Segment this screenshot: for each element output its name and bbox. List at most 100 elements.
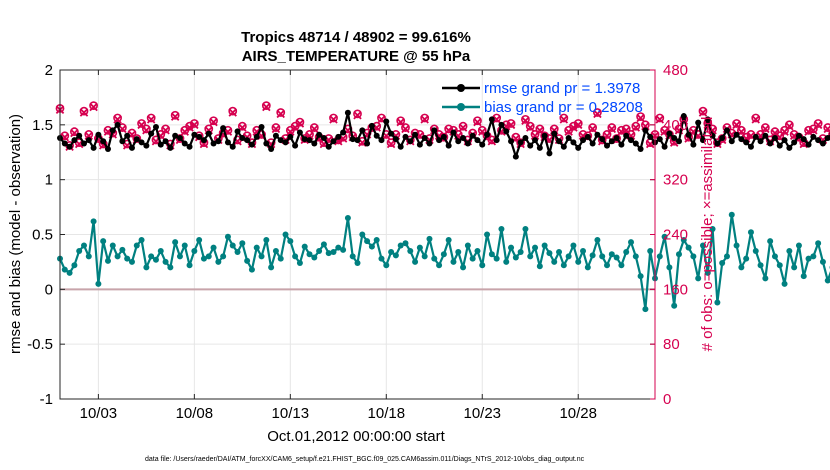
obs-possible-point — [631, 121, 641, 131]
bias-point — [234, 249, 241, 256]
bias-point — [699, 242, 706, 249]
rmse-point — [66, 143, 73, 150]
obs-possible-point — [420, 113, 430, 123]
rmse-point — [556, 138, 563, 145]
obs-possible-point — [559, 113, 569, 123]
rmse-point — [71, 137, 78, 144]
bias-point — [167, 264, 174, 271]
bias-point — [570, 242, 577, 249]
bias-point — [546, 250, 553, 257]
obs-assimilated-point — [569, 123, 578, 132]
rmse-point — [412, 131, 419, 138]
bias-point — [224, 233, 231, 240]
rmse-point — [133, 136, 140, 143]
bias-point — [690, 253, 697, 260]
rmse-point — [325, 143, 332, 150]
bias-point — [512, 254, 519, 261]
rmse-point — [728, 138, 735, 145]
obs-possible-point — [329, 113, 338, 123]
rmse-point — [95, 131, 102, 138]
obs-assimilated-point — [823, 124, 830, 134]
obs-assimilated-point — [631, 123, 641, 132]
rmse-point — [517, 139, 524, 146]
x-tick-label: 10/03 — [80, 405, 118, 422]
bias-point — [757, 262, 764, 269]
bias-point — [450, 258, 457, 265]
obs-assimilated-point — [84, 131, 94, 141]
rmse-point — [527, 142, 534, 149]
left-tick-label: 1 — [45, 172, 53, 189]
rmse-point — [445, 142, 452, 149]
rmse-point — [172, 132, 179, 139]
obs-possible-point — [506, 119, 516, 128]
bias-point — [277, 255, 284, 262]
bias-point — [229, 242, 236, 249]
obs-assimilated-point — [526, 123, 535, 132]
rmse-point — [493, 137, 500, 144]
rmse-point — [460, 134, 467, 141]
obs-possible-point — [717, 134, 727, 143]
bias-point — [296, 260, 303, 267]
rmse-point — [100, 138, 107, 145]
rmse-point — [776, 142, 783, 149]
bias-point — [666, 264, 673, 271]
rmse-point — [205, 130, 212, 137]
bias-point — [100, 238, 107, 245]
bias-point — [604, 262, 611, 269]
rmse-point — [781, 137, 788, 144]
bias-point — [292, 253, 299, 260]
obs-assimilated-point — [751, 115, 761, 124]
bias-point — [85, 253, 92, 260]
y-axis-right-label: # of obs: o=possible; ×=assimilated — [699, 117, 716, 352]
bias-point — [800, 273, 807, 280]
rmse-point — [330, 138, 337, 145]
rmse-point — [114, 121, 121, 128]
bias-point — [205, 253, 212, 260]
obs-possible-point — [607, 123, 617, 132]
rmse-point — [637, 145, 644, 152]
rmse-point — [551, 130, 558, 137]
bias-point — [762, 275, 769, 282]
rmse-point — [642, 127, 649, 134]
bias-point — [786, 247, 793, 254]
bias-point — [436, 262, 443, 269]
obs-assimilated-point — [573, 120, 583, 130]
left-tick-label: -0.5 — [27, 336, 53, 353]
rmse-point — [580, 137, 587, 144]
bias-point — [791, 264, 798, 271]
obs-possible-point — [784, 120, 794, 130]
bias-point — [306, 251, 313, 258]
obs-possible-point — [732, 119, 741, 128]
obs-assimilated-point — [161, 126, 170, 135]
obs-possible-point — [751, 113, 761, 123]
rmse-point — [148, 130, 155, 137]
obs-possible-point — [602, 130, 612, 139]
rmse-point — [594, 131, 601, 138]
bias-point — [368, 243, 375, 250]
bias-point — [383, 262, 390, 269]
right-tick-label: 480 — [663, 62, 688, 79]
bias-point — [258, 253, 265, 260]
legend-bias-label: bias grand pr = 0.28208 — [484, 99, 643, 116]
left-tick-label: -1 — [40, 391, 53, 408]
rmse-point — [128, 144, 135, 151]
bias-point — [378, 255, 385, 262]
rmse-point — [85, 137, 92, 144]
obs-assimilated-point — [386, 139, 396, 149]
bias-point — [109, 242, 116, 249]
bias-point — [426, 235, 433, 242]
rmse-point — [795, 132, 802, 139]
bias-point — [152, 256, 159, 263]
obs-possible-point — [808, 124, 818, 134]
rmse-point — [354, 137, 361, 144]
obs-possible-point — [813, 119, 823, 128]
obs-possible-point — [674, 124, 684, 134]
rmse-point — [196, 133, 203, 140]
obs-assimilated-point — [492, 115, 501, 124]
rmse-point — [181, 140, 188, 147]
rmse-point — [296, 129, 303, 136]
bias-point — [143, 264, 150, 271]
obs-possible-point — [309, 123, 319, 132]
rmse-point — [402, 133, 409, 140]
rmse-point — [680, 113, 687, 120]
